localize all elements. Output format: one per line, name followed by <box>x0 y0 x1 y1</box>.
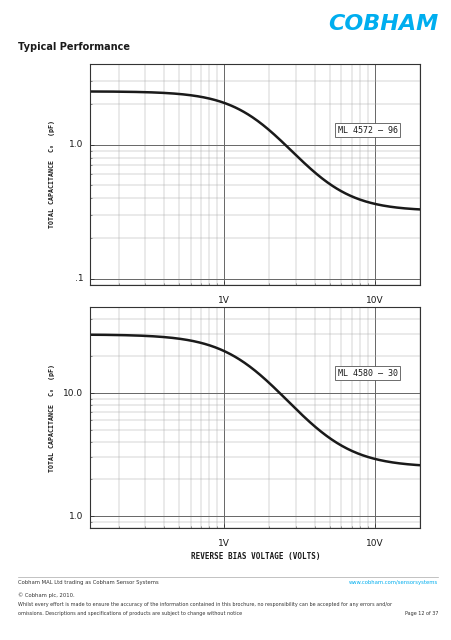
Text: omissions. Descriptions and specifications of products are subject to change wit: omissions. Descriptions and specificatio… <box>18 611 242 616</box>
X-axis label: REVERSE BIAS VOLTAGE (VOLTS): REVERSE BIAS VOLTAGE (VOLTS) <box>190 552 319 561</box>
Text: www.cobham.com/sensorsystems: www.cobham.com/sensorsystems <box>349 580 437 586</box>
Text: 10.0: 10.0 <box>63 388 83 397</box>
Text: Whilst every effort is made to ensure the accuracy of the information contained : Whilst every effort is made to ensure th… <box>18 602 391 607</box>
Text: 1V: 1V <box>218 296 230 305</box>
Text: .1: .1 <box>75 274 83 283</box>
Text: 10V: 10V <box>365 296 383 305</box>
Y-axis label: TOTAL CAPACITANCE  C₀  (pF): TOTAL CAPACITANCE C₀ (pF) <box>49 120 55 228</box>
Text: 10V: 10V <box>365 539 383 548</box>
X-axis label: REVERSE BIAS VOLTAGE (VOLTS): REVERSE BIAS VOLTAGE (VOLTS) <box>190 309 319 318</box>
Text: COBHAM: COBHAM <box>327 14 437 34</box>
Text: © Cobham plc, 2010.: © Cobham plc, 2010. <box>18 592 74 598</box>
Text: 1.0: 1.0 <box>69 511 83 520</box>
Text: Typical Performance: Typical Performance <box>18 42 130 52</box>
Text: ML 4580 – 30: ML 4580 – 30 <box>337 369 397 378</box>
Y-axis label: TOTAL CAPACITANCE  C₀  (pF): TOTAL CAPACITANCE C₀ (pF) <box>49 364 55 472</box>
Text: 1.0: 1.0 <box>69 140 83 149</box>
Text: ML 4572 – 96: ML 4572 – 96 <box>337 125 397 135</box>
Text: 1V: 1V <box>218 539 230 548</box>
Text: Page 12 of 37: Page 12 of 37 <box>404 611 437 616</box>
Text: Cobham MAL Ltd trading as Cobham Sensor Systems: Cobham MAL Ltd trading as Cobham Sensor … <box>18 580 158 586</box>
